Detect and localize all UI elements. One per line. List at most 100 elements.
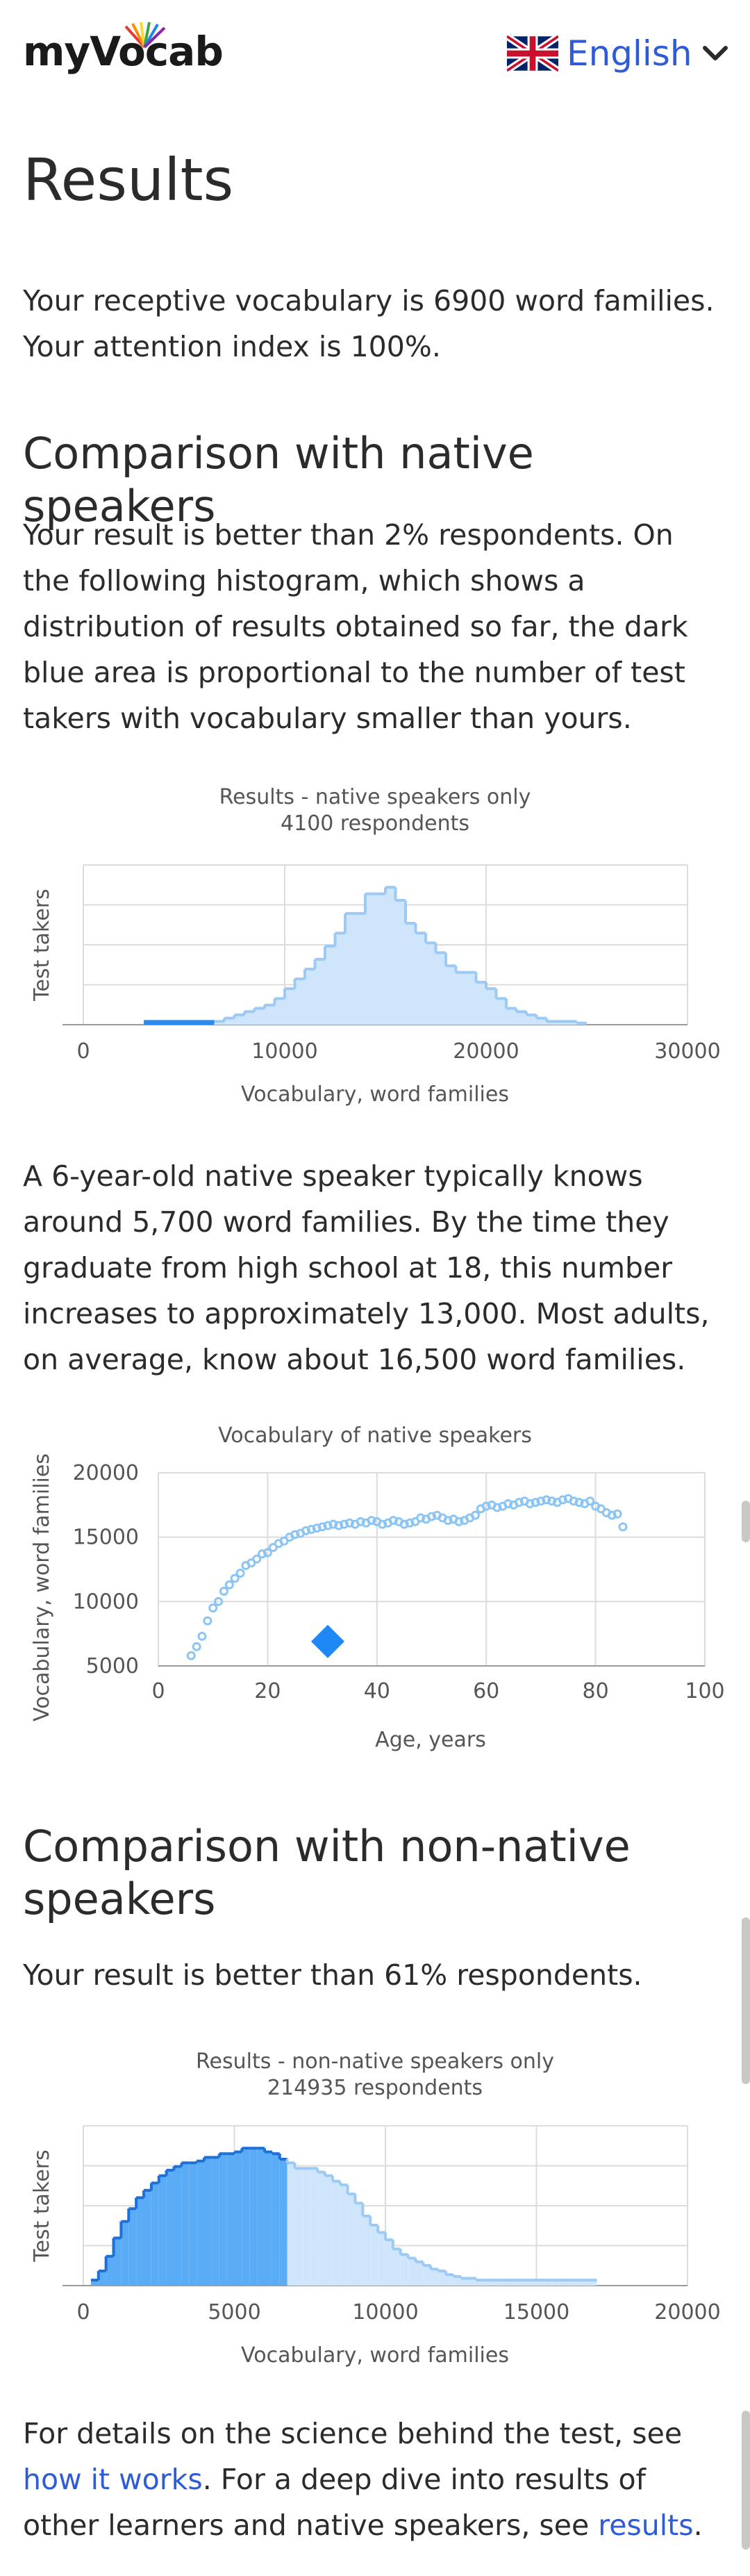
- data-point: [542, 1495, 551, 1505]
- histogram-bar: [204, 2157, 212, 2286]
- histogram-bar: [551, 2280, 560, 2286]
- data-point: [569, 1496, 578, 1506]
- data-point: [525, 1498, 535, 1508]
- chart-subtitle: 4100 respondents: [281, 811, 469, 836]
- histogram-bar: [305, 968, 315, 1025]
- histogram-bar: [287, 2163, 295, 2286]
- chart-title: Vocabulary of native speakers: [218, 1423, 532, 1448]
- data-point: [547, 1496, 557, 1506]
- histogram-bar: [224, 1018, 235, 1025]
- y-tick-label: 10000: [73, 1590, 139, 1614]
- histogram-bar: [294, 979, 305, 1025]
- data-point: [192, 1642, 201, 1651]
- histogram-bar: [345, 913, 356, 1025]
- histogram-bar: [355, 2203, 363, 2286]
- x-tick-label: 15000: [503, 2300, 569, 2325]
- data-point: [317, 1522, 327, 1532]
- data-point: [186, 1651, 196, 1660]
- histogram-bar: [521, 2280, 529, 2286]
- histogram-bar: [214, 1021, 224, 1025]
- results-link[interactable]: results: [598, 2509, 694, 2542]
- histogram-bar: [415, 933, 426, 1025]
- histogram-bar: [302, 2168, 310, 2286]
- native-age-paragraph: A 6-year-old native speaker typically kn…: [23, 1159, 710, 1376]
- histogram-bar: [385, 887, 396, 1025]
- data-point: [454, 1517, 464, 1526]
- histogram-bar: [423, 2265, 431, 2286]
- language-selector[interactable]: English: [507, 33, 728, 74]
- histogram-bar: [113, 2238, 122, 2286]
- histogram-bar: [589, 2280, 597, 2286]
- histogram-bar: [144, 1021, 154, 1025]
- x-tick-label: 10000: [352, 2300, 418, 2325]
- histogram-bar: [325, 2175, 333, 2286]
- histogram-bar: [415, 2261, 424, 2286]
- histogram-bar: [174, 1021, 184, 1025]
- histogram-bar: [408, 2258, 416, 2286]
- data-point: [334, 1521, 344, 1530]
- scrollbar-thumb-1[interactable]: [742, 1501, 750, 1542]
- histogram-bar: [325, 946, 335, 1025]
- scrollbar-thumb-2[interactable]: [742, 1917, 750, 2084]
- histogram-bar: [265, 1005, 275, 1025]
- histogram-bar: [257, 2148, 265, 2286]
- data-point: [378, 1519, 388, 1529]
- histogram-bar: [332, 2181, 340, 2286]
- histogram-bar: [559, 2280, 567, 2286]
- x-tick-label: 100: [685, 1679, 724, 1703]
- histogram-bar: [184, 1021, 194, 1025]
- histogram-bar: [526, 1014, 537, 1025]
- logo-rays-icon: [124, 22, 166, 49]
- histogram-bar: [400, 2254, 408, 2286]
- histogram-bar: [189, 2163, 197, 2286]
- histogram-bar: [234, 2152, 242, 2286]
- histogram-bar: [226, 2154, 235, 2286]
- histogram-bar: [567, 2280, 574, 2286]
- histogram-bar: [234, 1014, 244, 1025]
- y-axis-label: Test takers: [30, 889, 54, 1001]
- y-tick-label: 15000: [73, 1526, 139, 1550]
- footer-text-1: For details on the science behind the te…: [23, 2417, 683, 2450]
- histogram-bar: [431, 2269, 439, 2286]
- data-point: [492, 1503, 502, 1512]
- y-axis-label: Test takers: [30, 2149, 54, 2262]
- uk-flag-icon: [507, 35, 558, 72]
- x-tick-label: 40: [364, 1679, 390, 1703]
- histogram-bar: [446, 966, 456, 1025]
- histogram-bar: [496, 998, 506, 1025]
- histogram-bar: [460, 2278, 469, 2286]
- histogram-bar: [426, 943, 436, 1025]
- histogram-bar: [219, 2154, 227, 2286]
- data-point: [399, 1519, 409, 1529]
- histogram-bar: [254, 1008, 265, 1025]
- histogram-bar: [317, 2172, 325, 2286]
- histogram-bar: [347, 2194, 356, 2286]
- data-point: [558, 1495, 567, 1505]
- histogram-bar: [166, 2170, 174, 2286]
- y-tick-label: 5000: [86, 1654, 139, 1678]
- histogram-bar: [435, 952, 446, 1025]
- scrollbar-thumb-3[interactable]: [742, 2411, 750, 2550]
- histogram-bar: [556, 1021, 567, 1025]
- summary-attention: Your attention index is 100%.: [23, 330, 441, 363]
- histogram-bar: [174, 2166, 182, 2286]
- x-tick-label: 0: [76, 2300, 90, 2325]
- chart-title: Results - non-native speakers only: [196, 2049, 554, 2074]
- how-it-works-link[interactable]: how it works: [23, 2463, 203, 2496]
- histogram-bar: [242, 2148, 250, 2286]
- data-point: [224, 1580, 234, 1590]
- histogram-bar: [581, 2280, 590, 2286]
- data-point: [405, 1518, 415, 1528]
- histogram-bar: [375, 893, 385, 1025]
- data-point: [208, 1603, 218, 1613]
- page-title: Results: [23, 146, 234, 214]
- chart-subtitle: 214935 respondents: [267, 2076, 483, 2100]
- histogram-bar: [98, 2270, 106, 2286]
- histogram-bar: [106, 2256, 114, 2286]
- x-tick-label: 20000: [453, 1039, 519, 1064]
- data-point: [301, 1526, 310, 1535]
- data-point: [219, 1587, 228, 1596]
- user-result-marker: [310, 1624, 344, 1658]
- x-axis-label: Vocabulary, word families: [241, 2343, 509, 2368]
- data-point: [388, 1516, 398, 1526]
